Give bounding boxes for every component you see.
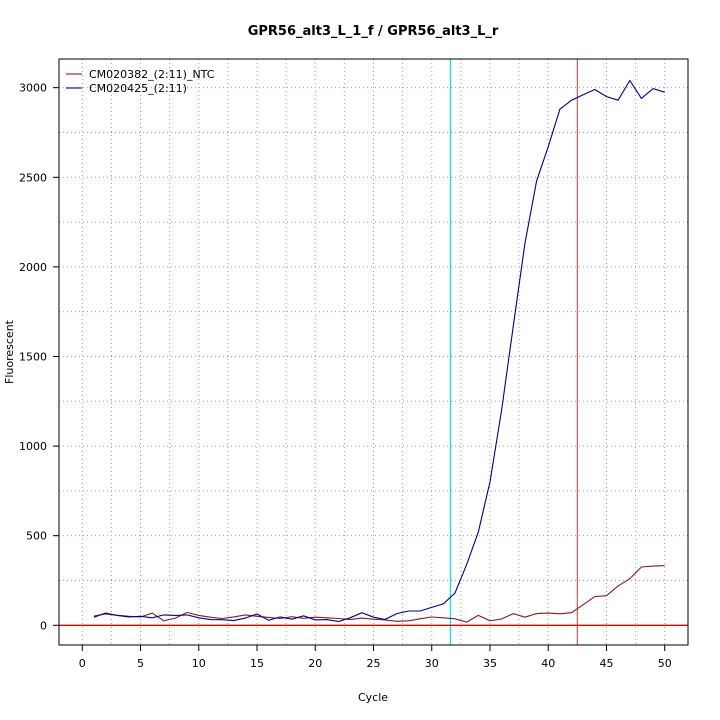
plot-frame — [58, 58, 689, 646]
y-axis: 0 500 1000 1500 2000 2500 3000 — [19, 82, 59, 632]
y-tick-label: 1000 — [19, 440, 47, 453]
x-tick-label: 15 — [250, 657, 264, 670]
series-layer — [93, 79, 665, 623]
x-tick-label: 40 — [541, 657, 555, 670]
series-line-1 — [93, 565, 665, 623]
y-tick-label: 0 — [40, 619, 47, 632]
x-tick-label: 25 — [367, 657, 381, 670]
y-tick-label: 2000 — [19, 261, 47, 274]
marker-layer — [59, 59, 688, 645]
y-tick-label: 2500 — [19, 171, 47, 184]
y-tick-label: 1500 — [19, 350, 47, 363]
x-axis-label: Cycle — [358, 691, 388, 704]
x-tick-label: 50 — [658, 657, 672, 670]
chart-title: GPR56_alt3_L_1_f / GPR56_alt3_L_r — [248, 24, 499, 39]
legend-label-1: CM020382_(2:11)_NTC — [89, 68, 215, 81]
x-tick-label: 35 — [483, 657, 497, 670]
x-tick-label: 5 — [137, 657, 144, 670]
series-line-2 — [93, 79, 665, 623]
legend-label-2: CM020425_(2:11) — [89, 82, 187, 95]
y-tick-label: 3000 — [19, 82, 47, 95]
x-tick-label: 10 — [192, 657, 206, 670]
x-tick-label: 45 — [599, 657, 613, 670]
x-tick-label: 20 — [308, 657, 322, 670]
y-tick-label: 500 — [26, 530, 47, 543]
x-axis: 0 5 10 15 20 25 30 35 40 45 50 — [79, 645, 672, 670]
x-tick-label: 30 — [425, 657, 439, 670]
grid-layer — [59, 59, 688, 645]
x-tick-label: 0 — [79, 657, 86, 670]
y-axis-label: Fluorescent — [3, 319, 16, 384]
